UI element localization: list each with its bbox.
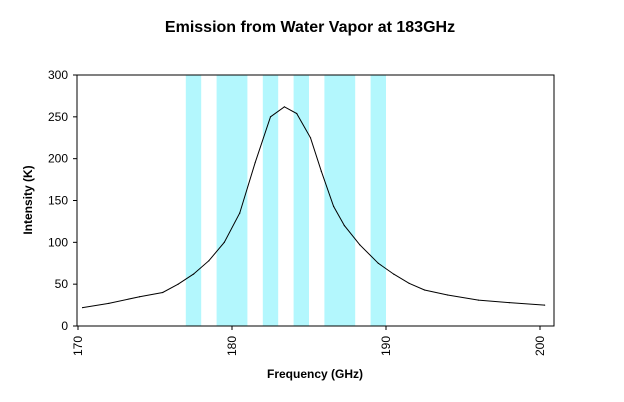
y-tick-label: 100 <box>48 235 68 249</box>
data-point <box>447 294 449 296</box>
band-3 <box>293 75 309 326</box>
data-point <box>320 170 322 172</box>
y-tick-label: 150 <box>48 194 68 208</box>
data-point <box>283 106 285 108</box>
data-point <box>108 302 110 304</box>
x-tick-label: 180 <box>225 336 239 356</box>
highlight-bands <box>185 75 386 326</box>
y-tick-label: 50 <box>55 277 69 291</box>
x-axis: 170 180 190 200 <box>71 326 547 356</box>
data-point <box>544 304 546 306</box>
data-point <box>393 273 395 275</box>
band-5 <box>370 75 386 326</box>
y-tick-label: 200 <box>48 152 68 166</box>
y-tick-label: 300 <box>48 68 68 82</box>
chart-title: Emission from Water Vapor at 183GHz <box>165 19 455 36</box>
data-point <box>508 302 510 304</box>
series-points <box>82 106 546 309</box>
data-point <box>296 112 298 115</box>
data-point <box>309 137 312 139</box>
data-point <box>269 116 272 118</box>
y-axis: 0 50 100 150 200 250 300 <box>48 68 77 333</box>
y-tick-label: 250 <box>48 110 68 124</box>
data-point <box>477 299 479 301</box>
data-point <box>177 283 179 285</box>
data-point <box>162 291 164 294</box>
band-4 <box>324 75 356 326</box>
data-point <box>223 241 225 243</box>
x-tick-label: 200 <box>533 336 547 356</box>
data-point <box>239 212 241 214</box>
data-point <box>192 273 195 275</box>
band-2 <box>262 75 279 326</box>
data-point <box>208 260 210 262</box>
data-point <box>333 205 335 207</box>
data-point <box>343 225 345 227</box>
series-line <box>82 106 545 309</box>
plot-area-border <box>76 74 555 327</box>
x-tick-label: 190 <box>379 336 393 356</box>
data-point <box>423 289 426 291</box>
data-point <box>82 307 84 309</box>
data-point <box>377 262 379 264</box>
y-tick-label: 0 <box>61 319 68 333</box>
x-tick-label: 170 <box>71 336 85 356</box>
band-0 <box>185 75 202 326</box>
y-axis-label: Intensity (K) <box>21 165 35 234</box>
data-point <box>408 282 410 284</box>
x-axis-label: Frequency (GHz) <box>267 367 363 381</box>
data-point <box>359 244 361 246</box>
data-point <box>254 162 256 164</box>
band-1 <box>216 75 248 326</box>
data-point <box>139 296 141 298</box>
